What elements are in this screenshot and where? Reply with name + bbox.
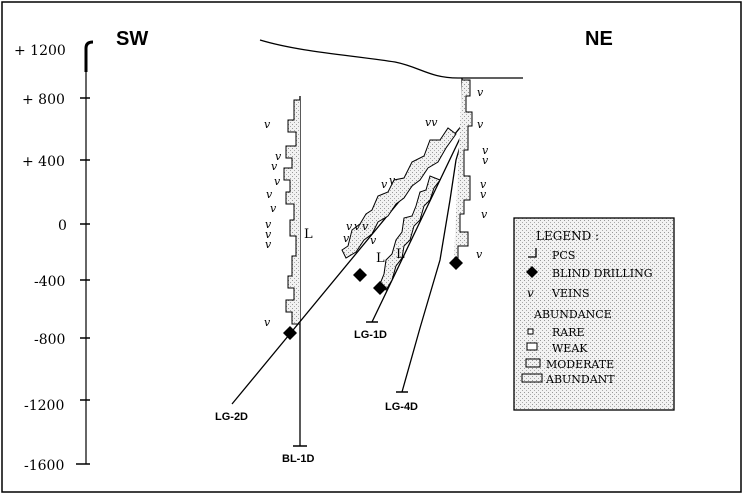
depth-label-800: + 800 — [22, 92, 65, 108]
vein-mark: vv — [425, 116, 438, 129]
vein-mark: v — [389, 174, 396, 187]
legend-rare-label: RARE — [552, 326, 585, 339]
depth-scale: + 1200 + 800 + 400 0 -400 -800 -1200 -16… — [14, 40, 94, 474]
vein-marks: v v v v v v v v v v v v v v v v v vv v v… — [264, 86, 489, 329]
depth-top-bracket — [84, 40, 94, 72]
pcs-mark: L — [396, 247, 405, 262]
vein-mark: v — [480, 178, 487, 191]
blind-drilling-markers — [283, 256, 463, 340]
legend-blind-drilling-label: BLIND DRILLING — [552, 267, 653, 280]
vein-mark: v — [264, 118, 271, 131]
direction-ne-label: NE — [585, 28, 613, 50]
vein-mark: v — [270, 202, 277, 215]
blind-drilling-marker — [353, 268, 367, 282]
vein-mark: v — [274, 175, 281, 188]
vein-mark: v — [264, 316, 271, 329]
depth-label-minus-1200: -1200 — [24, 398, 64, 414]
legend-blind-drilling-symbol — [526, 266, 538, 278]
legend-weak-symbol — [526, 342, 538, 351]
legend-abundance-heading: ABUNDANCE — [533, 308, 612, 321]
vein-mark: v — [343, 232, 350, 245]
vein-mark: v — [271, 160, 278, 173]
bl-1d-abundance-histogram — [283, 99, 300, 325]
vein-mark: v — [381, 178, 388, 191]
vein-mark: v — [481, 208, 488, 221]
vein-mark: v — [370, 234, 377, 247]
lg-4d-abundance-histogram — [454, 79, 473, 259]
depth-ticks — [76, 97, 90, 465]
blind-drilling-marker — [449, 256, 463, 270]
drill-label-lg-1d: LG-1D — [354, 329, 387, 341]
vein-mark: v — [275, 150, 282, 163]
drill-label-bl-1d: BL-1D — [282, 453, 314, 465]
legend-moderate-label: MODERATE — [546, 358, 614, 371]
depth-label-minus-800: -800 — [34, 332, 65, 348]
depth-label-minus-1600: -1600 — [24, 458, 64, 474]
drill-label-lg-2d: LG-2D — [215, 411, 248, 423]
legend-rare-symbol — [527, 328, 534, 335]
blind-drilling-marker — [373, 281, 387, 295]
drill-label-lg-4d: LG-4D — [385, 401, 418, 413]
lg-2d-abundance-histogram — [341, 127, 457, 259]
vein-mark: v — [477, 86, 484, 99]
vein-mark: v — [265, 238, 272, 251]
depth-label-0: 0 — [58, 218, 67, 234]
legend-abundant-label: ABUNDANT — [545, 373, 615, 386]
legend: LEGEND : PCS BLIND DRILLING v VEINS ABUN… — [513, 217, 675, 411]
legend-pcs-label: PCS — [552, 249, 575, 262]
legend-abundant-symbol — [521, 373, 543, 383]
drill-hole-bl-1d — [283, 96, 307, 447]
legend-pcs-symbol — [528, 248, 537, 258]
vein-mark: v — [477, 118, 484, 131]
vein-mark: v — [346, 220, 353, 233]
legend-weak-label: WEAK — [552, 342, 588, 355]
legend-title: LEGEND : — [536, 229, 599, 243]
depth-label-minus-400: -400 — [34, 274, 65, 290]
pcs-mark: L — [376, 251, 385, 266]
depth-label-400: + 400 — [22, 154, 65, 170]
legend-veins-symbol: v — [527, 286, 534, 300]
vein-mark: v — [480, 188, 487, 201]
topographic-surface-line — [259, 39, 523, 79]
vein-mark: v — [266, 188, 273, 201]
pcs-mark: L — [304, 227, 313, 242]
depth-label-top: + 1200 — [14, 43, 66, 59]
vein-mark: v — [476, 248, 483, 261]
blind-drilling-marker — [283, 326, 297, 340]
pcs-marks: L L L — [304, 227, 405, 266]
vein-mark: v — [354, 220, 361, 233]
vein-mark: v — [362, 220, 369, 233]
drill-hole-lg-4d — [396, 78, 473, 393]
direction-sw-label: SW — [116, 28, 148, 50]
legend-veins-label: VEINS — [551, 287, 589, 300]
vein-mark: v — [482, 144, 489, 157]
vein-mark: v — [265, 218, 272, 231]
vein-mark: v — [482, 154, 489, 167]
legend-moderate-symbol — [525, 358, 541, 368]
drill-hole-lg-1d — [366, 131, 464, 323]
vein-mark: v — [265, 228, 272, 241]
